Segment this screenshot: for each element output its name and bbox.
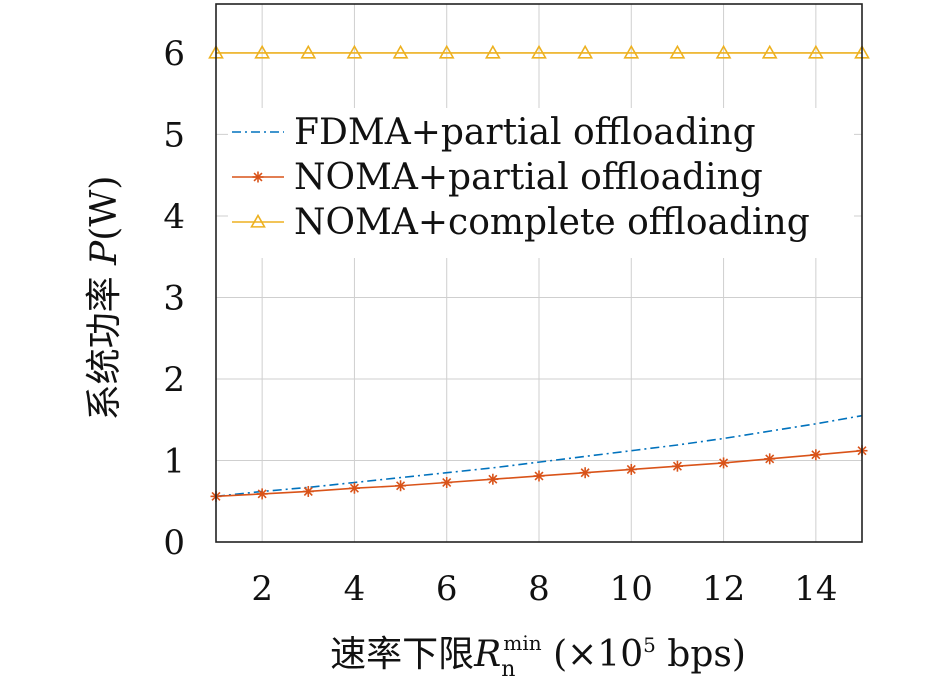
x-axis-label-subscript: n: [501, 657, 515, 682]
marker-stroke: [349, 483, 359, 493]
legend-swatch-marker: [250, 213, 266, 228]
marker-stroke: [442, 477, 452, 488]
series-2-point: [718, 457, 730, 469]
series-2-point: [302, 485, 314, 497]
series-line-1: [215, 414, 863, 498]
series-2-point: [256, 488, 268, 500]
y-axis-label-prefix: 系统功率: [84, 265, 125, 420]
x-axis-label-unit-close: bps): [656, 634, 746, 675]
series-3-point: [531, 44, 547, 59]
x-tick-label: 14: [794, 569, 837, 609]
series-3-point: [438, 44, 455, 59]
legend-entry-1: FDMA+partial offloading: [232, 112, 756, 153]
y-tick-label: 5: [163, 115, 185, 155]
y-axis-label-symbol: P: [84, 240, 125, 266]
marker-stroke: [253, 172, 263, 182]
marker-stroke: [488, 474, 498, 484]
x-axis-label-symbol: R: [473, 634, 501, 675]
x-axis-label: 速率下限Rnmin (×105 bps): [330, 631, 746, 682]
series-2-point: [441, 476, 453, 488]
y-tick-label: 3: [163, 278, 185, 318]
legend-background: [228, 108, 854, 258]
x-tick-labels: 2 4 6 8 10 12 14: [251, 569, 837, 609]
series-3-point: [623, 44, 640, 59]
series-2-point: [395, 480, 407, 492]
legend-swatch-marker: [252, 171, 264, 183]
series-2-point: [487, 473, 499, 485]
marker-stroke: [257, 489, 267, 499]
series-3-point: [669, 44, 686, 59]
series-3-point: [761, 44, 778, 59]
series-3-point: [254, 44, 271, 59]
plot-series: [208, 44, 870, 502]
y-axis-label: 系统功率 P(W): [84, 176, 125, 421]
legend-label: NOMA+complete offloading: [294, 202, 810, 243]
series-3-point: [392, 44, 409, 59]
y-tick-label: 1: [163, 441, 185, 481]
series-3-point: [300, 44, 317, 59]
marker-stroke: [303, 486, 313, 496]
marker-stroke: [719, 458, 729, 468]
marker-stroke: [765, 454, 775, 464]
y-axis-label-unit: (W): [84, 176, 125, 241]
marker-stroke: [811, 450, 821, 460]
grid: [216, 4, 862, 543]
marker-stroke: [534, 471, 544, 481]
y-tick-label: 6: [163, 34, 185, 74]
series-2-point: [348, 482, 360, 494]
series-3-point: [807, 44, 824, 59]
legend-label: NOMA+partial offloading: [294, 157, 763, 198]
series-2-point: [625, 463, 637, 475]
series-2-point: [533, 470, 545, 482]
marker-stroke: [396, 481, 406, 491]
x-axis-label-exponent: 5: [643, 633, 656, 657]
series-3-point: [715, 44, 732, 59]
series-3-point: [346, 44, 363, 59]
marker-stroke: [626, 464, 636, 474]
y-tick-label: 4: [163, 197, 185, 237]
x-axis-label-prefix: 速率下限: [330, 634, 474, 675]
x-tick-label: 12: [702, 569, 745, 609]
legend-entry-3: NOMA+complete offloading: [232, 202, 810, 243]
x-tick-label: 2: [251, 569, 273, 609]
series-2-point: [579, 467, 591, 479]
x-axis-label-unit: (×10: [542, 634, 643, 675]
x-tick-label: 4: [344, 569, 366, 609]
x-axis-label-superscript: min: [503, 631, 541, 655]
x-tick-label: 10: [610, 569, 653, 609]
legend-entry-2: NOMA+partial offloading: [232, 157, 763, 198]
series-3-point: [484, 44, 501, 59]
x-tick-label: 6: [436, 569, 458, 609]
series-3-point: [577, 44, 594, 59]
plot-frame: [215, 3, 863, 543]
legend-label: FDMA+partial offloading: [294, 112, 756, 153]
series-2-point: [810, 449, 822, 461]
y-tick-label: 2: [163, 360, 185, 400]
x-tick-label: 8: [528, 569, 550, 609]
series-2-point: [764, 453, 776, 465]
series-2-point: [671, 460, 683, 472]
y-tick-labels: 0 1 2 3 4 5 6: [163, 34, 185, 563]
marker-stroke: [580, 468, 590, 478]
y-tick-label: 0: [163, 523, 185, 563]
marker-stroke: [672, 461, 682, 471]
